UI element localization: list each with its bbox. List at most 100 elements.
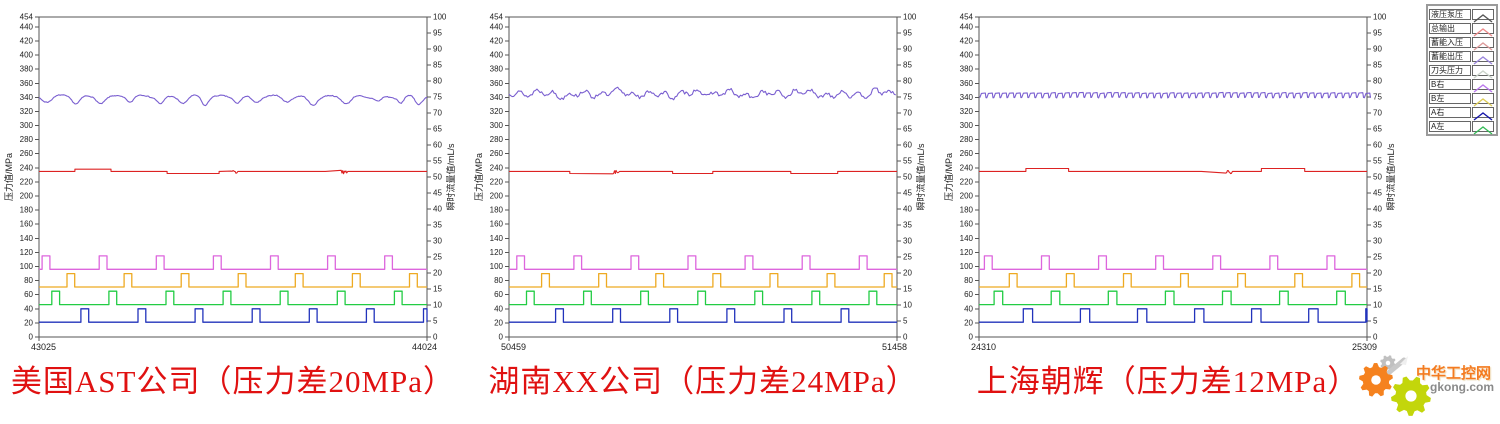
svg-text:瞬时流量值/mL/s: 瞬时流量值/mL/s: [915, 143, 926, 211]
svg-text:0: 0: [29, 333, 34, 342]
svg-text:50: 50: [433, 173, 442, 182]
svg-text:50: 50: [1373, 173, 1382, 182]
series-line-A左: [39, 290, 427, 306]
svg-text:220: 220: [490, 177, 504, 186]
svg-text:260: 260: [20, 149, 34, 158]
svg-text:35: 35: [433, 221, 442, 230]
series-line-B右: [39, 255, 427, 270]
svg-text:180: 180: [20, 206, 34, 215]
svg-text:280: 280: [960, 135, 974, 144]
legend-line-sample-icon: [1472, 64, 1494, 79]
legend-item: A右: [1429, 105, 1495, 121]
svg-text:35: 35: [1373, 221, 1382, 230]
svg-text:90: 90: [433, 45, 442, 54]
svg-text:70: 70: [433, 109, 442, 118]
svg-text:200: 200: [960, 192, 974, 201]
svg-text:55: 55: [1373, 157, 1382, 166]
series-line-A右: [979, 308, 1368, 323]
svg-text:0: 0: [433, 333, 438, 342]
svg-text:20: 20: [494, 318, 503, 327]
svg-text:20: 20: [24, 318, 33, 327]
legend: 液压泵压 总输出 蓄能入压 蓄能出压 刀头压力 B右 B左 A右 A左: [1426, 4, 1498, 136]
legend-line-sample-icon: [1472, 8, 1494, 23]
svg-text:260: 260: [490, 149, 504, 158]
chart-canvas: 0204060801001201401601802002202402602803…: [943, 13, 1396, 353]
charts-row: 0 20 40 60 80 100 120 140 160 180 200 220 240 260 280 3…: [3, 13, 1396, 353]
series-line-蓄能出压: [508, 86, 896, 101]
series-line-B右: [509, 255, 897, 270]
svg-text:50: 50: [903, 173, 912, 182]
svg-text:120: 120: [960, 248, 974, 257]
svg-text:65: 65: [1373, 125, 1382, 134]
svg-text:0: 0: [969, 333, 974, 342]
svg-text:240: 240: [20, 163, 34, 172]
svg-text:95: 95: [1373, 29, 1382, 38]
svg-text:5: 5: [903, 317, 908, 326]
svg-text:340: 340: [490, 93, 504, 102]
svg-text:15: 15: [433, 285, 442, 294]
svg-text:360: 360: [960, 79, 974, 88]
svg-text:454: 454: [960, 13, 974, 22]
svg-text:70: 70: [1373, 109, 1382, 118]
svg-text:20: 20: [964, 318, 973, 327]
svg-text:20: 20: [433, 269, 442, 278]
svg-text:65: 65: [433, 125, 442, 134]
svg-text:0: 0: [903, 333, 908, 342]
svg-text:10: 10: [903, 301, 912, 310]
svg-text:400: 400: [960, 51, 974, 60]
svg-text:60: 60: [24, 290, 33, 299]
svg-text:140: 140: [960, 234, 974, 243]
svg-text:30: 30: [433, 237, 442, 246]
legend-item-label: A左: [1429, 120, 1471, 132]
svg-text:100: 100: [1373, 13, 1387, 22]
svg-text:30: 30: [1373, 237, 1382, 246]
svg-text:400: 400: [490, 51, 504, 60]
svg-text:5: 5: [1373, 317, 1378, 326]
svg-text:压力值/MPa: 压力值/MPa: [473, 153, 484, 201]
svg-text:95: 95: [433, 29, 442, 38]
series-line-总输出: [509, 169, 897, 175]
series-line-蓄能出压: [979, 91, 1372, 99]
legend-item: 总输出: [1429, 21, 1495, 37]
svg-text:440: 440: [20, 22, 34, 31]
svg-text:60: 60: [903, 141, 912, 150]
svg-text:5: 5: [433, 317, 438, 326]
svg-text:15: 15: [1373, 285, 1382, 294]
svg-text:280: 280: [490, 135, 504, 144]
legend-line-sample-icon: [1472, 92, 1494, 107]
svg-text:140: 140: [20, 234, 34, 243]
svg-text:80: 80: [24, 276, 33, 285]
svg-text:360: 360: [20, 79, 34, 88]
svg-text:300: 300: [490, 121, 504, 130]
svg-text:180: 180: [490, 206, 504, 215]
svg-text:51458: 51458: [882, 342, 907, 352]
series-line-B左: [979, 272, 1367, 288]
svg-text:380: 380: [490, 65, 504, 74]
legend-line-sample-icon: [1472, 22, 1494, 37]
svg-text:100: 100: [960, 262, 974, 271]
svg-text:20: 20: [903, 269, 912, 278]
svg-text:300: 300: [20, 121, 34, 130]
legend-item: 蓄能出压: [1429, 49, 1495, 65]
legend-item-label: 蓄能入压: [1429, 36, 1471, 48]
svg-text:20: 20: [1373, 269, 1382, 278]
svg-text:85: 85: [903, 61, 912, 70]
series-line-B左: [39, 272, 427, 288]
svg-text:40: 40: [24, 304, 33, 313]
legend-item: 液压泵压: [1429, 7, 1495, 23]
svg-text:160: 160: [20, 220, 34, 229]
svg-text:80: 80: [1373, 77, 1382, 86]
series-line-蓄能出压: [38, 94, 428, 107]
svg-text:220: 220: [20, 177, 34, 186]
series-line-B左: [509, 272, 897, 288]
svg-text:50459: 50459: [501, 342, 526, 352]
svg-text:260: 260: [960, 149, 974, 158]
svg-text:35: 35: [903, 221, 912, 230]
svg-text:240: 240: [960, 163, 974, 172]
svg-text:360: 360: [490, 79, 504, 88]
svg-text:85: 85: [433, 61, 442, 70]
legend-item: A左: [1429, 119, 1495, 135]
svg-text:454: 454: [20, 13, 34, 22]
svg-text:100: 100: [20, 262, 34, 271]
svg-text:75: 75: [903, 93, 912, 102]
